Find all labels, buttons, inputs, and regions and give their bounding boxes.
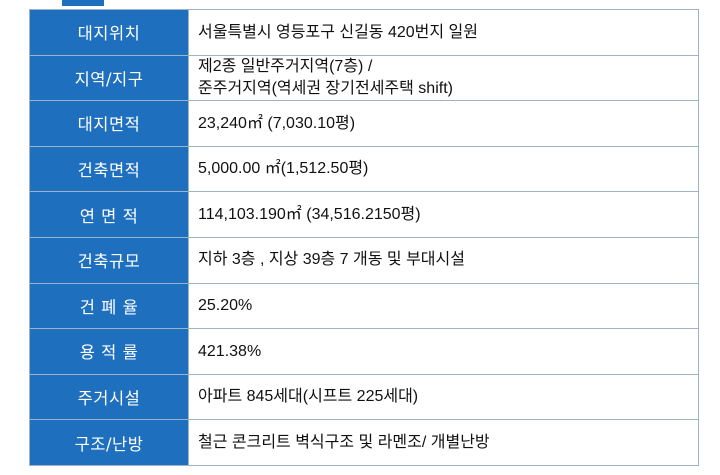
row-value: 5,000.00 ㎡(1,512.50평) — [188, 145, 699, 193]
row-value: 25.20% — [188, 282, 699, 330]
row-label: 용 적 률 — [29, 328, 189, 375]
row-value: 서울특별시 영등포구 신길동 420번지 일원 — [188, 9, 699, 56]
row-label: 대지위치 — [29, 9, 189, 56]
table-row-site-area: 대지면적 23,240㎡ (7,030.10평) — [29, 100, 699, 147]
row-value-line: 421.38% — [198, 342, 262, 360]
row-value-line: 114,103.190㎡ (34,516.2150평) — [198, 205, 421, 223]
row-value: 지하 3층 , 지상 39층 7 개동 및 부대시설 — [188, 236, 699, 284]
row-value-line: 철근 콘크리트 벽식구조 및 라멘조/ 개별난방 — [198, 433, 490, 451]
table-row-structure-heating: 구조/난방 철근 콘크리트 벽식구조 및 라멘조/ 개별난방 — [29, 419, 699, 466]
table-row-building-scale: 건축규모 지하 3층 , 지상 39층 7 개동 및 부대시설 — [29, 236, 699, 284]
row-value: 23,240㎡ (7,030.10평) — [188, 100, 699, 147]
row-label: 건축규모 — [29, 236, 189, 284]
row-value-line: 제2종 일반주거지역(7층) / — [198, 58, 373, 76]
table-row-building-area: 건축면적 5,000.00 ㎡(1,512.50평) — [29, 145, 699, 193]
row-value-line: 25.20% — [198, 297, 253, 315]
table-row-zoning: 지역/지구 제2종 일반주거지역(7층) / 준주거지역(역세권 장기전세주택 … — [29, 54, 699, 102]
table-row-housing: 주거시설 아파트 845세대(시프트 225세대) — [29, 373, 699, 421]
row-label: 지역/지구 — [29, 54, 189, 102]
table-row-gross-floor-area: 연 면 적 114,103.190㎡ (34,516.2150평) — [29, 191, 699, 238]
row-value-line: 아파트 845세대(시프트 225세대) — [198, 388, 419, 406]
row-value-line: 5,000.00 ㎡(1,512.50평) — [198, 160, 369, 178]
row-value-line: 준주거지역(역세권 장기전세주택 shift) — [198, 79, 453, 97]
project-info-table: 대지위치 서울특별시 영등포구 신길동 420번지 일원 지역/지구 제2종 일… — [29, 9, 699, 466]
table-row-site-location: 대지위치 서울특별시 영등포구 신길동 420번지 일원 — [29, 9, 699, 56]
row-value: 철근 콘크리트 벽식구조 및 라멘조/ 개별난방 — [188, 419, 699, 466]
table-row-floor-area-ratio: 용 적 률 421.38% — [29, 328, 699, 375]
row-label: 주거시설 — [29, 373, 189, 421]
row-value-line: 23,240㎡ (7,030.10평) — [198, 114, 356, 132]
row-value: 114,103.190㎡ (34,516.2150평) — [188, 191, 699, 238]
row-value: 421.38% — [188, 328, 699, 375]
row-label: 건축면적 — [29, 145, 189, 193]
row-label: 대지면적 — [29, 100, 189, 147]
row-label: 건 폐 율 — [29, 282, 189, 330]
top-tab-decoration — [62, 0, 104, 6]
row-value-line: 서울특별시 영등포구 신길동 420번지 일원 — [198, 23, 478, 41]
table-row-coverage-ratio: 건 폐 율 25.20% — [29, 282, 699, 330]
row-value: 제2종 일반주거지역(7층) / 준주거지역(역세권 장기전세주택 shift) — [188, 54, 699, 102]
row-label: 연 면 적 — [29, 191, 189, 238]
row-value: 아파트 845세대(시프트 225세대) — [188, 373, 699, 421]
row-label: 구조/난방 — [29, 419, 189, 466]
row-value-line: 지하 3층 , 지상 39층 7 개동 및 부대시설 — [198, 251, 465, 269]
